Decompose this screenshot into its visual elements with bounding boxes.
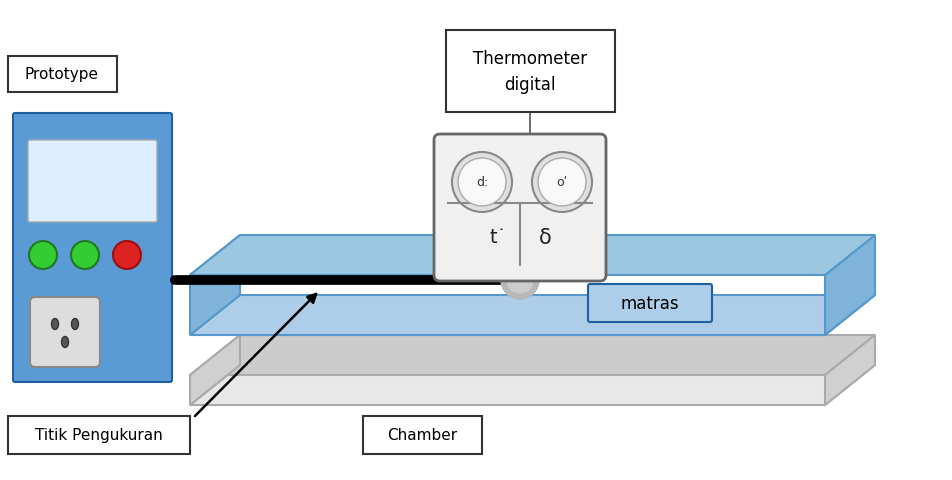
Text: δ: δ [538,228,551,248]
Text: Titik Pengukuran: Titik Pengukuran [35,428,163,443]
Polygon shape [189,236,874,276]
FancyBboxPatch shape [8,416,189,454]
FancyBboxPatch shape [587,285,711,323]
Text: d:: d: [475,176,487,189]
Circle shape [458,159,506,206]
Circle shape [71,241,99,269]
Text: matras: matras [620,294,679,312]
Text: Chamber: Chamber [387,428,457,443]
Polygon shape [189,365,874,405]
FancyBboxPatch shape [30,298,100,367]
Circle shape [531,153,591,213]
Text: t˙: t˙ [488,228,506,247]
Polygon shape [824,336,874,405]
Circle shape [113,241,141,269]
Text: Prototype: Prototype [25,67,99,83]
FancyBboxPatch shape [28,141,157,223]
Ellipse shape [62,337,69,348]
Text: oʹ: oʹ [556,176,567,189]
Circle shape [501,262,539,300]
FancyBboxPatch shape [433,135,605,281]
FancyBboxPatch shape [363,416,482,454]
Circle shape [506,267,532,293]
Polygon shape [189,336,874,375]
Ellipse shape [71,319,78,330]
FancyBboxPatch shape [8,57,117,93]
FancyBboxPatch shape [446,31,614,113]
Circle shape [538,159,585,206]
Polygon shape [189,295,874,336]
Ellipse shape [51,319,58,330]
Circle shape [451,153,511,213]
Polygon shape [189,236,240,336]
Circle shape [29,241,57,269]
FancyBboxPatch shape [13,114,171,382]
Polygon shape [824,236,874,336]
Text: Thermometer
digital: Thermometer digital [472,50,586,94]
Polygon shape [189,336,240,405]
